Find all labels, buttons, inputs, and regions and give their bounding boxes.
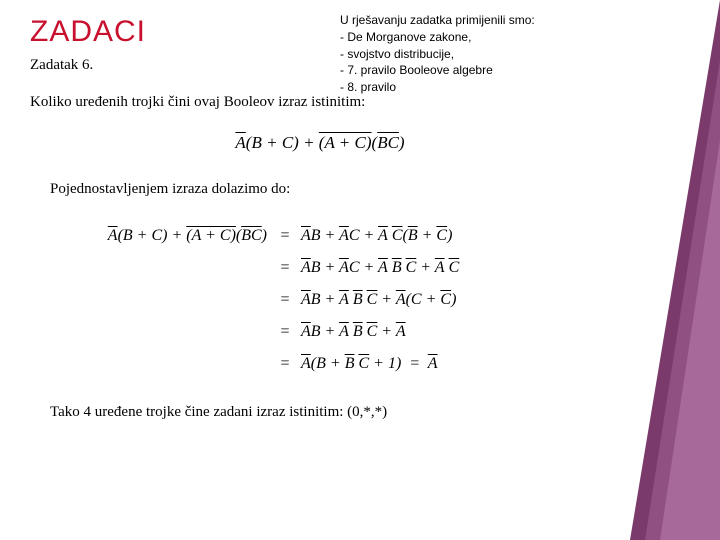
notes-heading: U rješavanju zadatka primijenili smo:	[340, 12, 535, 29]
derivation-row: A(B + C) + (A + C)(BC) = AB + AC + A C(B…	[90, 220, 610, 252]
notes-item: - svojstvo distribucije,	[340, 46, 535, 63]
derivation-row: = A(B + B C + 1) = A	[90, 348, 610, 380]
derivation-row: = AB + AC + A B C + A C	[90, 252, 610, 284]
conclusion-prefix: Tako 4 uređene trojke čine zadani izraz …	[50, 404, 347, 420]
derivation-block: A(B + C) + (A + C)(BC) = AB + AC + A C(B…	[90, 220, 610, 380]
slide-content: ZADACI Zadatak 6. U rješavanju zadatka p…	[0, 0, 640, 436]
main-expression: A(B + C) + (A + C)(BC)	[30, 133, 610, 153]
notes-item: - 8. pravilo	[340, 79, 535, 96]
question-text: Koliko uređenih trojki čini ovaj Booleov…	[30, 94, 610, 111]
notes-item: - De Morganove zakone,	[340, 29, 535, 46]
derivation-row: = AB + A B C + A	[90, 316, 610, 348]
conclusion-text: Tako 4 uređene trojke čine zadani izraz …	[50, 404, 610, 421]
notes-item: - 7. pravilo Booleove algebre	[340, 62, 535, 79]
notes-box: U rješavanju zadatka primijenili smo: - …	[340, 12, 535, 96]
derivation-row: = AB + A B C + A(C + C)	[90, 284, 610, 316]
conclusion-value: (0,*,*)	[347, 404, 387, 420]
decorative-triangle-3	[660, 140, 720, 540]
simplify-text: Pojednostavljenjem izraza dolazimo do:	[50, 181, 610, 198]
